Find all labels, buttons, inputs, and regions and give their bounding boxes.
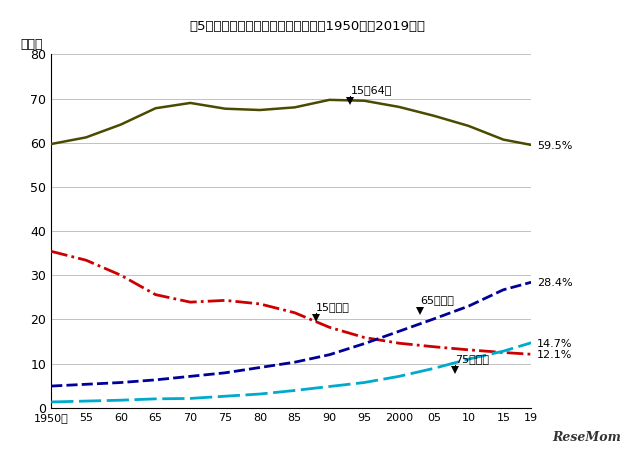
Text: 75歳以上: 75歳以上 <box>454 354 489 364</box>
Text: ReseMom: ReseMom <box>552 431 621 444</box>
Text: 15歳未満: 15歳未満 <box>316 302 349 312</box>
Text: （％）: （％） <box>20 38 42 51</box>
Text: 図5　年齢区分別人口の割合の推移（1950年～2019年）: 図5 年齢区分別人口の割合の推移（1950年～2019年） <box>189 20 425 34</box>
Text: 15～64歳: 15～64歳 <box>350 85 392 95</box>
Text: 65歳以上: 65歳以上 <box>420 295 454 305</box>
